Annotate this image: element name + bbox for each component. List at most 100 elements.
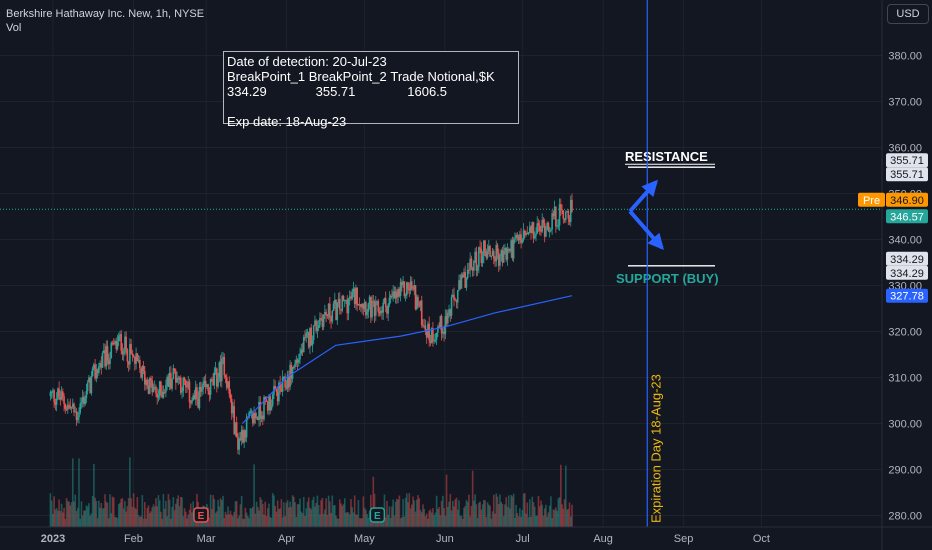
candle-body <box>352 288 355 293</box>
candle-body <box>187 381 190 388</box>
volume-bar <box>250 508 253 527</box>
volume-bar <box>337 518 340 527</box>
candle-body <box>496 244 499 253</box>
x-tick-label: Jul <box>516 533 530 545</box>
earnings-marker-label: E <box>198 511 205 522</box>
candle-body <box>155 386 157 394</box>
candle-body <box>117 336 120 342</box>
volume-bar <box>286 500 289 527</box>
candle-body <box>306 332 309 334</box>
volume-bar <box>547 512 550 527</box>
volume-bar <box>257 507 259 527</box>
candle-body <box>281 377 284 392</box>
volume-bar <box>309 507 311 527</box>
candle-body <box>302 337 305 353</box>
volume-bar <box>283 502 285 527</box>
volume-bar <box>392 499 394 527</box>
volume-bar <box>464 505 466 527</box>
volume-bar <box>355 514 357 527</box>
candle-body <box>562 210 565 219</box>
volume-bar <box>139 516 141 527</box>
candle-body <box>239 438 242 440</box>
volume-bar <box>471 470 474 527</box>
candle-body <box>379 310 382 314</box>
candle-body <box>538 225 541 232</box>
volume-bar <box>422 504 424 527</box>
volume-bar <box>540 500 542 527</box>
candle-body <box>244 430 247 438</box>
candle-body <box>347 298 350 314</box>
candle-body <box>363 302 366 309</box>
candle-body <box>528 226 531 233</box>
volume-bar <box>140 516 142 527</box>
candle-body <box>341 295 344 311</box>
volume-bar <box>99 507 101 527</box>
candle-body <box>492 251 495 259</box>
candle-body <box>171 379 173 389</box>
candle-body <box>175 371 177 383</box>
candle-body <box>214 368 217 373</box>
symbol-title[interactable]: Berkshire Hathaway Inc. New, 1h, NYSE <box>6 8 205 20</box>
candle-body <box>259 401 262 419</box>
candle-body <box>202 383 204 390</box>
price-badge-label: 346.90 <box>890 195 924 207</box>
candle-body <box>408 288 411 291</box>
candle-body <box>505 247 507 260</box>
volume-bar <box>451 500 454 527</box>
volume-bar <box>109 494 111 527</box>
volume-bar <box>424 516 427 527</box>
candle-body <box>209 379 212 395</box>
volume-bar <box>324 509 326 527</box>
candle-body <box>162 392 165 398</box>
volume-bar <box>79 518 82 527</box>
volume-bar <box>217 499 219 527</box>
candle-body <box>124 336 126 353</box>
candle-body <box>76 417 79 420</box>
candle-body <box>566 210 568 213</box>
candle-body <box>182 377 185 391</box>
candle-body <box>216 368 218 387</box>
volume-bar <box>152 504 155 527</box>
volume-bar <box>53 496 55 527</box>
volume-bar <box>98 500 100 527</box>
volume-bar <box>461 518 464 527</box>
candle-body <box>147 385 150 394</box>
volume-bar <box>514 517 516 527</box>
candle-body <box>499 256 501 266</box>
candle-body <box>99 363 101 367</box>
candle-body <box>198 386 201 408</box>
candle-body <box>234 422 237 435</box>
candle-body <box>561 209 563 211</box>
volume-bar <box>408 493 411 527</box>
candle-body <box>501 250 504 263</box>
price-badge-label: 355.71 <box>890 169 924 181</box>
candle-body <box>101 352 104 368</box>
candle-body <box>533 235 536 239</box>
candle-body <box>148 378 151 394</box>
volume-bar <box>384 517 387 527</box>
volume-bar <box>220 500 223 527</box>
volume-bar <box>254 513 257 527</box>
volume-bar <box>116 517 119 527</box>
volume-bar <box>57 510 59 527</box>
vol-label[interactable]: Vol <box>6 22 22 34</box>
candle-body <box>66 404 69 410</box>
candle-body <box>213 372 216 386</box>
volume-bar <box>491 511 494 527</box>
candle-body <box>530 226 532 233</box>
candle-body <box>57 388 59 399</box>
volume-bar <box>173 510 176 527</box>
volume-bar <box>258 510 260 527</box>
volume-bar <box>168 499 171 527</box>
volume-bar <box>94 497 96 527</box>
candle-body <box>484 240 486 253</box>
candle-body <box>219 362 222 382</box>
currency-button[interactable]: USD <box>887 4 929 24</box>
candle-body <box>321 318 324 327</box>
volume-bar <box>528 499 531 527</box>
volume-bar <box>180 497 182 527</box>
volume-bar <box>418 498 421 527</box>
volume-bar <box>293 496 295 527</box>
volume-bar <box>541 504 543 527</box>
